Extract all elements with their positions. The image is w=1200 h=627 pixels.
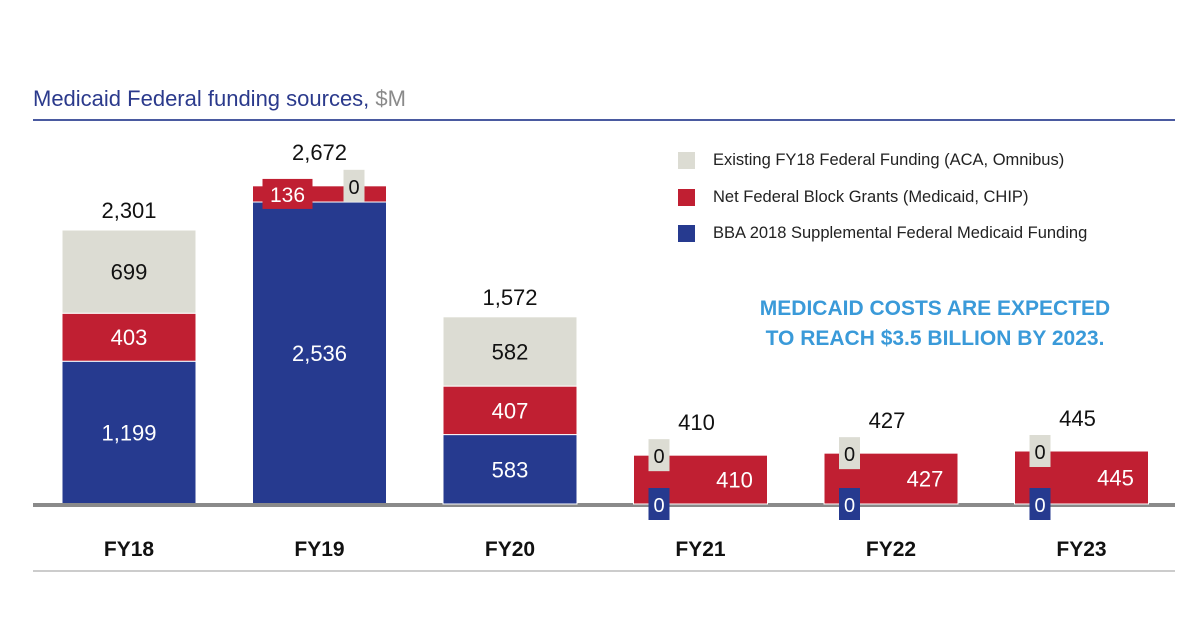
annotation-line: MEDICAID COSTS ARE EXPECTED [759,297,1111,320]
bar-segment [442,385,578,436]
segment-label: 0 [844,495,855,517]
x-tick-label: FY19 [294,538,344,561]
annotation-line: TO REACH $3.5 BILLION BY 2023. [765,327,1105,350]
legend-swatch [678,152,695,169]
legend-item-block-grants: Net Federal Block Grants (Medicaid, CHIP… [678,188,1028,207]
segment-label: 582 [492,339,529,364]
total-label: 410 [678,410,715,435]
legend-label: Net Federal Block Grants (Medicaid, CHIP… [713,188,1029,206]
zero-badge [1029,435,1051,468]
bar-segment [61,312,197,362]
x-tick-label: FY23 [1056,538,1106,561]
segment-label: 407 [492,398,529,423]
total-label: 2,672 [292,140,347,165]
segment-label: 583 [492,457,529,482]
segment-label: 0 [653,446,664,468]
segment-label: 1,199 [101,421,156,446]
total-label: 445 [1059,406,1096,431]
segment-label: 0 [653,495,664,517]
segment-label: 445 [1097,466,1134,491]
zero-badge [1029,488,1051,520]
segment-label: 0 [844,444,855,466]
total-label: 427 [869,408,906,433]
legend-item-bba: BBA 2018 Supplemental Federal Medicaid F… [678,224,1087,243]
bar-segment [442,316,578,387]
legend-item-existing: Existing FY18 Federal Funding (ACA, Omni… [678,151,1064,170]
segment-label: 410 [716,468,753,493]
segment-label: 427 [907,467,944,492]
chart-title: Medicaid Federal funding sources, $M [33,86,406,112]
bar-segment [442,434,578,505]
x-tick-label: FY22 [866,538,916,561]
bar-segment [61,360,197,505]
zero-badge [648,439,670,472]
segment-label: 403 [111,325,148,350]
zero-badge [839,437,860,470]
segment-label: 0 [1034,442,1045,464]
segment-label: 136 [270,184,305,207]
zero-badge [343,169,365,202]
segment-label: 0 [1034,495,1045,517]
legend-swatch [678,225,695,242]
bar-segment [61,229,197,314]
total-label: 1,572 [482,285,537,310]
annotation: MEDICAID COSTS ARE EXPECTED TO REACH $3.5… [700,294,1170,354]
value-badge [262,178,313,209]
segment-label: 0 [348,177,359,199]
title-unit: $M [375,86,406,111]
zero-badge [839,488,860,520]
legend-swatch [678,189,695,206]
x-tick-label: FY21 [675,538,726,561]
legend-label: BBA 2018 Supplemental Federal Medicaid F… [713,224,1088,242]
total-label: 2,301 [101,198,156,223]
legend-label: Existing FY18 Federal Funding (ACA, Omni… [713,151,1065,169]
zero-badge [648,488,670,520]
segment-label: 2,536 [292,341,347,366]
segment-label: 699 [111,260,148,285]
title-text: Medicaid Federal funding sources, [33,86,370,111]
x-tick-label: FY20 [485,538,535,561]
x-tick-label: FY18 [104,538,155,561]
